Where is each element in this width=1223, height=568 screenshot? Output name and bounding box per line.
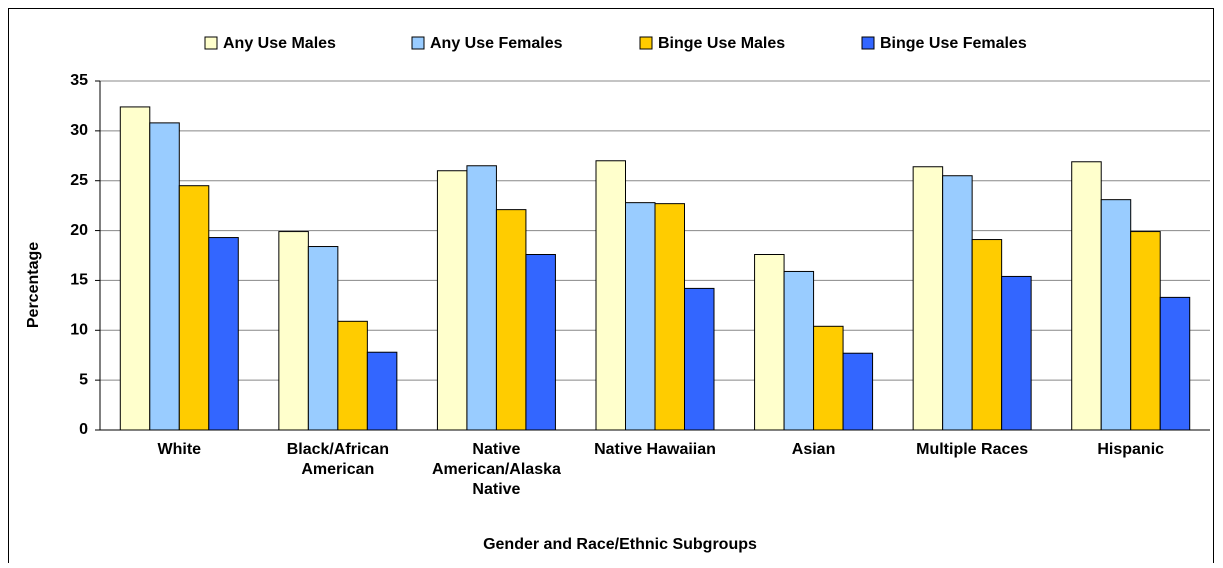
y-tick-label: 25 [70, 172, 88, 189]
x-tick-label: Hispanic [1097, 441, 1165, 458]
x-tick-label-box: Asian [791, 441, 836, 458]
y-tick-label: 10 [70, 322, 88, 339]
legend-label: Any Use Males [223, 35, 336, 52]
legend-swatch [861, 36, 875, 50]
bar [436, 170, 468, 431]
bar [366, 351, 398, 431]
y-tick-label: 15 [70, 272, 88, 289]
bar [525, 254, 556, 431]
x-tick-label-box: Native American/Alaska Native [431, 441, 561, 498]
x-tick-label: White [157, 441, 202, 458]
bar [783, 270, 815, 431]
x-tick-label: Multiple Races [916, 441, 1029, 458]
bar [1001, 275, 1032, 431]
bar [278, 231, 309, 431]
y-tick-label: 20 [70, 222, 88, 239]
y-tick-label: 30 [70, 122, 88, 139]
bar [178, 185, 210, 431]
bar [912, 166, 944, 431]
bar [149, 122, 180, 431]
bar [1130, 231, 1161, 431]
y-axis-label: Percentage [25, 242, 42, 328]
bar [971, 239, 1003, 431]
bar [813, 325, 844, 431]
bar [208, 237, 239, 431]
bar [942, 175, 973, 431]
legend-label: Any Use Females [430, 35, 563, 52]
x-tick-label: Native American/Alaska Native [431, 441, 561, 498]
bar [495, 209, 527, 431]
bar [684, 287, 715, 431]
x-tick-label-box: Native Hawaiian [594, 441, 716, 458]
bar [1071, 161, 1102, 431]
x-tick-label-box: White [157, 441, 202, 458]
bar [595, 160, 626, 431]
chart-frame [8, 8, 1214, 568]
legend-label: Binge Use Females [880, 35, 1027, 52]
y-tick-label: 5 [79, 371, 88, 388]
x-tick-label-box: Multiple Races [916, 441, 1029, 458]
legend-swatch [411, 36, 425, 50]
bar [1159, 296, 1191, 431]
bar [754, 254, 785, 431]
x-tick-label: Native Hawaiian [594, 441, 716, 458]
bar [625, 202, 656, 431]
legend-label: Binge Use Males [658, 35, 785, 52]
x-tick-label-box: Black/African American [286, 441, 389, 478]
bar [842, 352, 874, 431]
bar [307, 246, 339, 431]
legend-swatch [204, 36, 218, 50]
legend-swatch [639, 36, 653, 50]
x-tick-label: Asian [791, 441, 836, 458]
bar [1100, 199, 1132, 431]
bar [654, 203, 685, 431]
y-tick-label: 35 [70, 72, 88, 89]
bar [119, 106, 151, 431]
x-tick-label: Black/African American [286, 441, 389, 478]
y-tick-label: 0 [79, 421, 88, 438]
bar [337, 320, 368, 431]
x-tick-label-box: Hispanic [1097, 441, 1165, 458]
x-axis-label: Gender and Race/Ethnic Subgroups [483, 536, 757, 553]
bar [466, 165, 497, 431]
